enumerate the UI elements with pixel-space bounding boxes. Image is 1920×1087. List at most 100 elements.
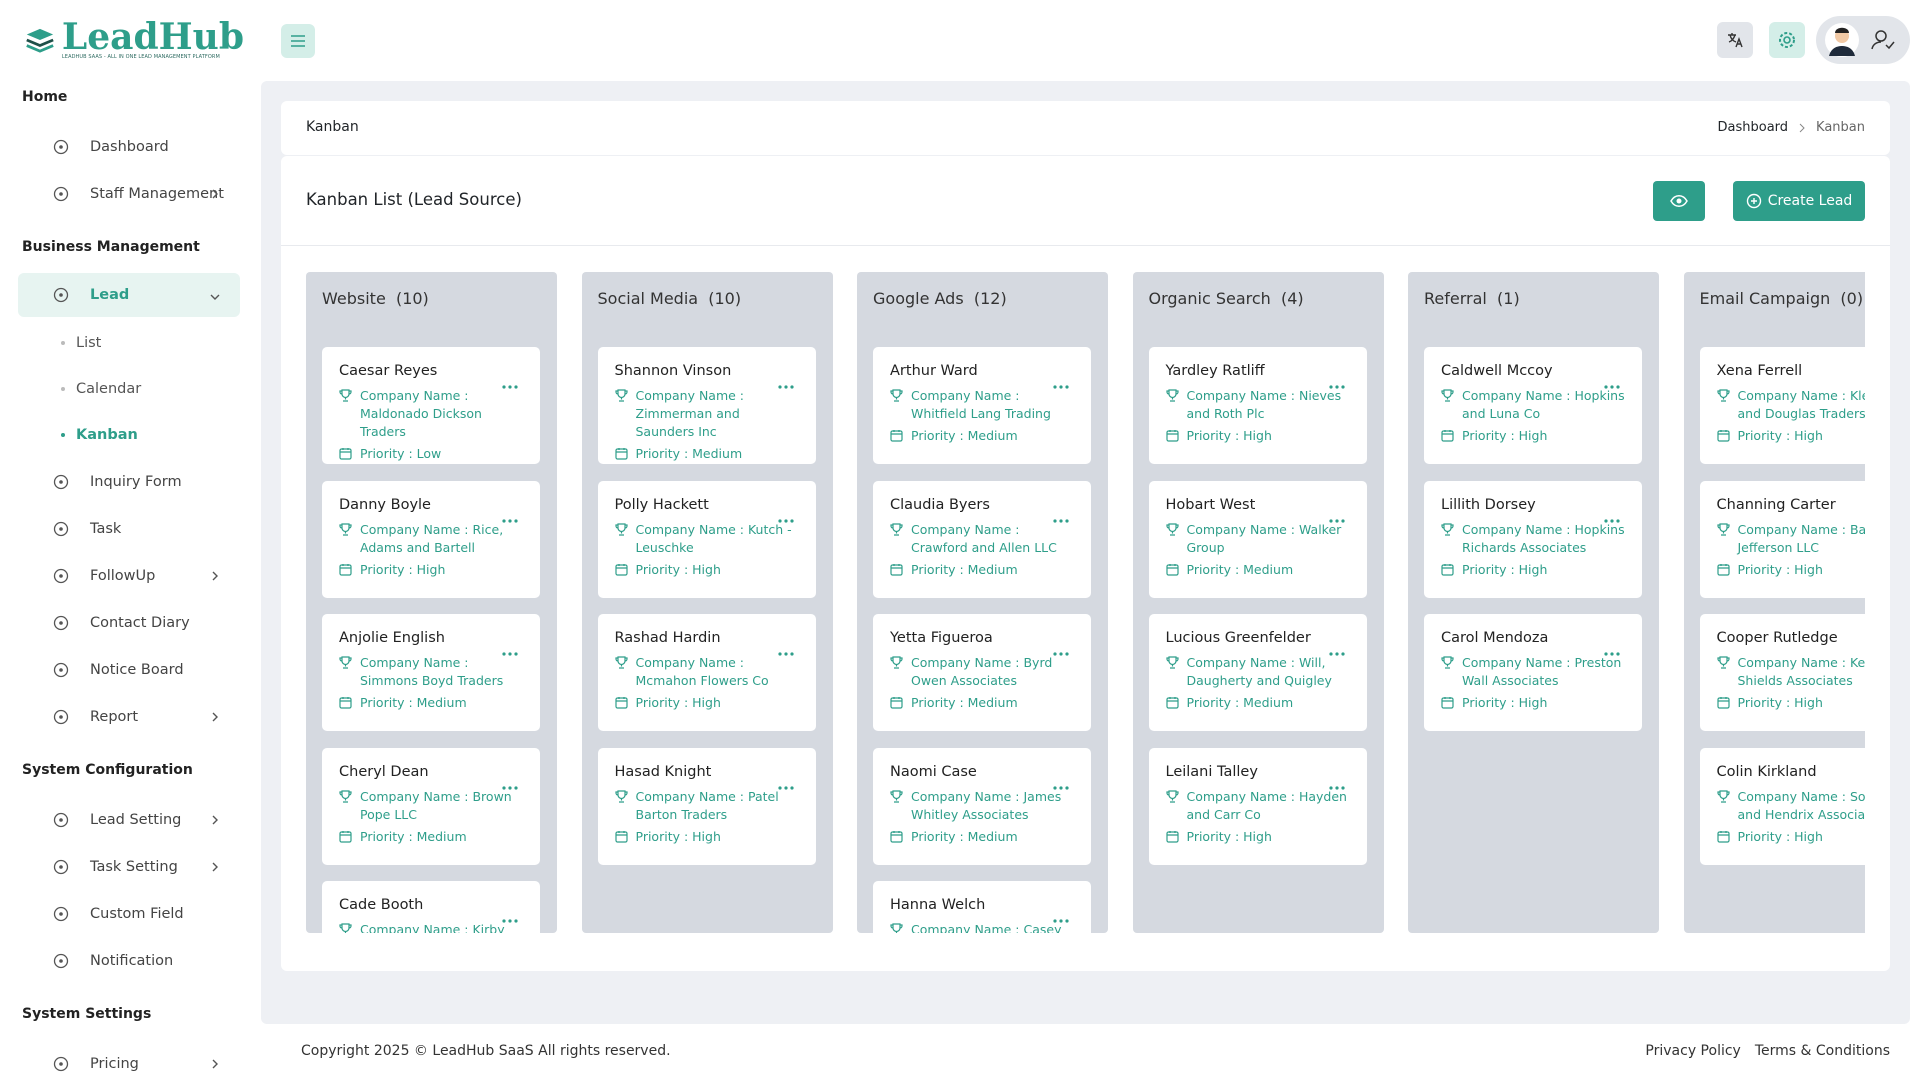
more-button[interactable]	[777, 644, 794, 659]
lead-card[interactable]: Claudia Byers Company Name : Crawford and…	[873, 480, 1091, 598]
menu-item[interactable]: Contact Diary	[18, 599, 240, 646]
view-button[interactable]	[1653, 181, 1705, 221]
lead-name: Cheryl Dean	[339, 763, 429, 780]
logo[interactable]: LeadHub LEADHUB SAAS - ALL IN ONE LEAD MA…	[24, 16, 244, 64]
lead-card[interactable]: Lillith Dorsey Company Name : Hopkins Ric…	[1424, 480, 1642, 598]
submenu-item[interactable]: List	[0, 320, 258, 366]
spacer	[0, 217, 258, 230]
lead-card[interactable]: Caldwell Mccoy Company Name : Hopkins and…	[1424, 347, 1642, 464]
lead-name: Danny Boyle	[339, 496, 431, 513]
lead-company: Company Name : Mcmahon Flowers Co	[614, 654, 799, 690]
more-button[interactable]	[1604, 644, 1620, 659]
settings-button[interactable]	[1769, 22, 1805, 58]
lead-card[interactable]: Rashad Hardin Company Name : Mcmahon Flow…	[597, 614, 816, 731]
menu-toggle[interactable]	[281, 24, 315, 58]
lead-card[interactable]: Cade Booth Company Name : Kirby	[322, 881, 540, 933]
menu-item[interactable]: Pricing	[18, 1040, 240, 1087]
lead-company: Company Name : Solis and Hendrix Associa…	[1716, 788, 1866, 824]
menu-item[interactable]: Report	[18, 693, 240, 740]
lead-card[interactable]: Channing Carter Company Name : Barber Jef…	[1699, 480, 1865, 598]
more-button[interactable]	[1328, 377, 1345, 392]
menu-item[interactable]: Task Setting	[18, 843, 240, 890]
submenu-item[interactable]: Kanban	[0, 412, 258, 458]
submenu-item[interactable]: Calendar	[0, 366, 258, 412]
more-button[interactable]	[502, 377, 518, 392]
menu-item[interactable]: Notification	[18, 937, 240, 984]
priority-icon	[890, 563, 903, 576]
lead-card[interactable]: Lucious Greenfelder Company Name : Will, …	[1148, 614, 1367, 731]
more-button[interactable]	[1053, 778, 1069, 793]
menu-chevron	[210, 1057, 220, 1073]
lead-priority: Priority : High	[1165, 828, 1350, 846]
menu-chevron	[210, 860, 220, 876]
more-icon	[1053, 652, 1069, 656]
footer-link[interactable]: Privacy Policy	[1645, 1043, 1741, 1059]
more-button[interactable]	[1053, 911, 1069, 926]
lead-card[interactable]: Yetta Figueroa Company Name : Byrd Owen A…	[873, 614, 1091, 731]
menu-item[interactable]: Custom Field	[18, 890, 240, 937]
lead-card[interactable]: Yardley Ratliff Company Name : Nieves and…	[1148, 347, 1367, 464]
company-text: Company Name : Simmons Boyd Traders	[360, 655, 504, 688]
more-button[interactable]	[1604, 377, 1620, 392]
lead-priority: Priority : High	[614, 828, 799, 846]
priority-icon	[890, 697, 903, 709]
priority-icon	[1165, 563, 1179, 576]
lead-card[interactable]: Danny Boyle Company Name : Rice, Adams an…	[322, 480, 540, 598]
create-lead-button[interactable]: Create Lead	[1733, 181, 1865, 221]
lead-card[interactable]: Naomi Case Company Name : James Whitley A…	[873, 747, 1091, 865]
breadcrumb-link[interactable]: Dashboard	[1717, 120, 1789, 135]
menu-item[interactable]: Dashboard	[18, 123, 240, 170]
menu-item[interactable]: Staff Management	[18, 170, 240, 217]
footer-link[interactable]: Terms & Conditions	[1754, 1043, 1890, 1059]
lead-card[interactable]: Anjolie English Company Name : Simmons Bo…	[322, 614, 540, 731]
lead-card[interactable]: Hasad Knight Company Name : Patel Barton …	[597, 747, 816, 865]
priority-text: Priority : High	[635, 561, 721, 577]
more-button[interactable]	[1053, 377, 1069, 392]
lead-card[interactable]: Colin Kirkland Company Name : Solis and H…	[1699, 747, 1866, 865]
more-icon	[1053, 385, 1069, 389]
more-button[interactable]	[502, 778, 518, 793]
menu-label: FollowUp	[90, 567, 156, 584]
company-icon	[1441, 522, 1454, 536]
more-button[interactable]	[502, 911, 518, 926]
company-icon	[339, 389, 352, 402]
lead-card[interactable]: Cooper Rutledge Company Name : Kelley Shi…	[1699, 614, 1865, 731]
lead-company: Company Name : Patel Barton Traders	[614, 788, 799, 824]
lead-card[interactable]: Carol Mendoza Company Name : Preston Wall…	[1424, 614, 1642, 731]
menu-item[interactable]: Task	[18, 505, 240, 552]
logo-tagline: LEADHUB SAAS - ALL IN ONE LEAD MANAGEMEN…	[61, 54, 220, 60]
kanban-header: Kanban List (Lead Source) Create Lead	[281, 156, 1890, 246]
lead-card[interactable]: Hanna Welch Company Name : Casey	[873, 881, 1091, 933]
more-button[interactable]	[777, 778, 794, 793]
more-button[interactable]	[777, 511, 794, 526]
company-text: Company Name : Solis and Hendrix Associa…	[1737, 788, 1866, 822]
menu-item[interactable]: Lead	[18, 273, 240, 317]
menu-item[interactable]: Inquiry Form	[18, 458, 240, 505]
lead-card[interactable]: Polly Hackett Company Name : Kutch - Leus…	[597, 480, 816, 598]
lead-priority: Priority : Low	[339, 445, 523, 463]
more-button[interactable]	[502, 511, 518, 526]
more-button[interactable]	[1328, 511, 1345, 526]
lead-priority: Priority : High	[614, 694, 799, 712]
menu-item[interactable]: Notice Board	[18, 646, 240, 693]
language-button[interactable]	[1717, 22, 1753, 58]
menu-item[interactable]: Lead Setting	[18, 796, 240, 843]
more-button[interactable]	[777, 377, 794, 392]
lead-card[interactable]: Arthur Ward Company Name : Whitfield Lang…	[873, 347, 1091, 464]
more-button[interactable]	[1053, 511, 1069, 526]
menu-item[interactable]: FollowUp	[18, 552, 240, 599]
chevron-icon	[212, 712, 218, 722]
lead-card[interactable]: Xena Ferrell Company Name : Klein and Dou…	[1699, 347, 1865, 464]
profile-button[interactable]	[1816, 16, 1910, 64]
company-icon	[614, 656, 628, 669]
more-button[interactable]	[1604, 511, 1620, 526]
lead-card[interactable]: Hobart West Company Name : Walker Group Pr…	[1148, 480, 1367, 598]
lead-card[interactable]: Shannon Vinson Company Name : Zimmerman a…	[597, 347, 816, 464]
lead-card[interactable]: Leilani Talley Company Name : Hayden and …	[1148, 747, 1367, 865]
more-button[interactable]	[1328, 644, 1345, 659]
more-button[interactable]	[502, 644, 518, 659]
more-button[interactable]	[1328, 778, 1345, 793]
lead-card[interactable]: Cheryl Dean Company Name : Brown Pope LLC…	[322, 747, 540, 865]
more-button[interactable]	[1053, 644, 1069, 659]
lead-card[interactable]: Caesar Reyes Company Name : Maldonado Dic…	[322, 347, 540, 464]
